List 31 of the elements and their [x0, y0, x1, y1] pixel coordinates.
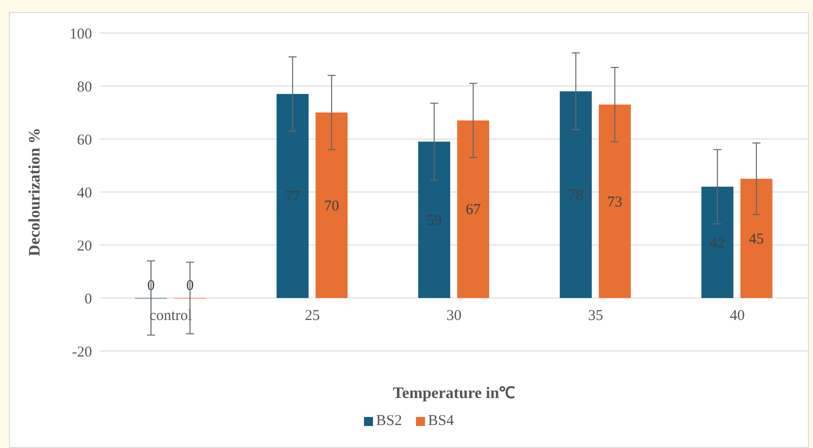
bar [276, 94, 309, 298]
data-label: 70 [324, 198, 340, 214]
bar [740, 178, 772, 298]
x-axis-title: Temperature in℃ [392, 384, 516, 403]
data-label: 77 [285, 188, 301, 205]
data-label: 45 [748, 231, 764, 248]
bar [418, 142, 450, 298]
data-label: 59 [426, 212, 442, 229]
x-tick-label: 35 [588, 308, 604, 324]
bar [457, 120, 490, 298]
y-tick-label: 100 [70, 26, 92, 42]
bar [560, 91, 592, 298]
x-tick-label: 25 [304, 308, 320, 324]
y-tick-label: 0 [84, 291, 92, 308]
data-label: 67 [466, 202, 482, 218]
y-tick-label: 40 [77, 185, 92, 202]
y-tick-label: 60 [77, 132, 92, 148]
y-axis-title: Decolourization % [26, 128, 44, 256]
x-tick-label: 40 [730, 308, 745, 324]
y-tick-label: 20 [77, 238, 92, 254]
bar [316, 112, 348, 298]
data-label: 42 [710, 235, 725, 252]
data-label: 78 [568, 188, 584, 204]
x-tick-label: 30 [446, 308, 462, 324]
legend-label: BS4 [427, 413, 454, 430]
y-tick-label: -20 [72, 344, 92, 360]
bar [701, 186, 734, 298]
y-tick-label: 80 [77, 79, 92, 96]
data-label: 73 [607, 194, 622, 210]
legend-label: BS2 [375, 413, 402, 430]
bar [598, 104, 631, 298]
